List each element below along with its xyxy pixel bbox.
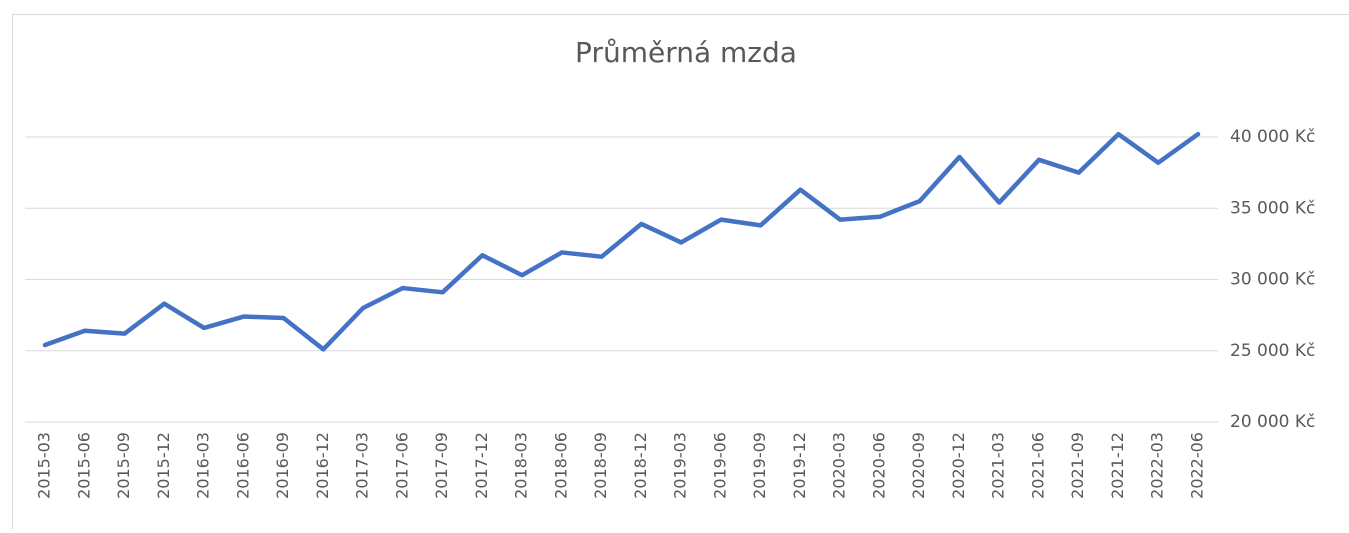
x-tick-label: 2021-06 (1028, 432, 1047, 499)
x-tick-label: 2021-09 (1068, 432, 1087, 499)
x-tick-label: 2016-12 (313, 432, 332, 499)
x-tick-label: 2018-06 (551, 432, 570, 499)
x-tick-label: 2021-12 (1108, 432, 1127, 499)
x-tick-label: 2020-12 (949, 432, 968, 499)
x-tick-label: 2018-12 (631, 432, 650, 499)
x-tick-label: 2020-06 (869, 432, 888, 499)
x-tick-label: 2015-09 (114, 432, 133, 499)
x-tick-label: 2016-06 (233, 432, 252, 499)
x-tick-label: 2019-12 (790, 432, 809, 499)
x-tick-label: 2020-09 (909, 432, 928, 499)
y-tick-label: 20 000 Kč (1230, 412, 1315, 432)
x-tick-label: 2020-03 (830, 432, 849, 499)
x-tick-label: 2015-12 (154, 432, 173, 499)
y-tick-label: 30 000 Kč (1230, 270, 1315, 290)
y-tick-label: 40 000 Kč (1230, 127, 1315, 147)
x-tick-label: 2019-09 (750, 432, 769, 499)
y-tick-label: 35 000 Kč (1230, 198, 1315, 218)
x-tick-label: 2019-06 (710, 432, 729, 499)
x-tick-label: 2022-03 (1148, 432, 1167, 499)
x-tick-label: 2022-06 (1188, 432, 1207, 499)
chart-title: Průměrná mzda (575, 36, 797, 69)
x-tick-label: 2018-03 (512, 432, 531, 499)
x-tick-label: 2017-09 (432, 432, 451, 499)
x-tick-label: 2018-09 (591, 432, 610, 499)
y-tick-label: 25 000 Kč (1230, 341, 1315, 361)
x-tick-label: 2016-09 (273, 432, 292, 499)
x-tick-label: 2016-03 (194, 432, 213, 499)
x-tick-label: 2017-12 (472, 432, 491, 499)
x-tick-label: 2015-03 (35, 432, 54, 499)
x-tick-label: 2021-03 (989, 432, 1008, 499)
x-tick-label: 2017-06 (392, 432, 411, 499)
x-tick-label: 2017-03 (353, 432, 372, 499)
x-tick-label: 2019-03 (671, 432, 690, 499)
x-tick-label: 2015-06 (74, 432, 93, 499)
